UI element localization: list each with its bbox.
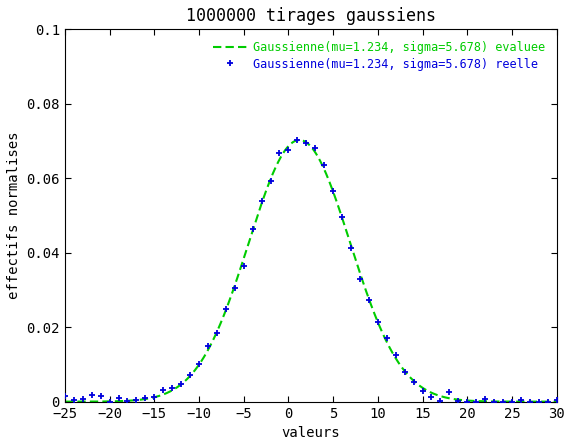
Gaussienne(mu=1.234, sigma=5.678) evaluee bbox=[271, 166, 278, 172]
Gaussienne(mu=1.234, sigma=5.678) evaluee bbox=[553, 399, 560, 405]
Gaussienne(mu=1.234, sigma=5.678) evaluee bbox=[61, 399, 68, 405]
Legend: Gaussienne(mu=1.234, sigma=5.678) evaluee, Gaussienne(mu=1.234, sigma=5.678) ree: Gaussienne(mu=1.234, sigma=5.678) evalue… bbox=[206, 35, 551, 76]
X-axis label: valeurs: valeurs bbox=[281, 426, 340, 440]
Gaussienne(mu=1.234, sigma=5.678) evaluee bbox=[117, 398, 124, 404]
Gaussienne(mu=1.234, sigma=5.678) reelle bbox=[401, 370, 408, 375]
Y-axis label: effectifs normalises: effectifs normalises bbox=[7, 132, 21, 299]
Gaussienne(mu=1.234, sigma=5.678) reelle bbox=[294, 137, 301, 143]
Gaussienne(mu=1.234, sigma=5.678) reelle bbox=[455, 399, 462, 404]
Gaussienne(mu=1.234, sigma=5.678) evaluee bbox=[544, 399, 551, 405]
Gaussienne(mu=1.234, sigma=5.678) evaluee bbox=[146, 396, 153, 401]
Title: 1000000 tirages gaussiens: 1000000 tirages gaussiens bbox=[186, 7, 436, 25]
Gaussienne(mu=1.234, sigma=5.678) reelle bbox=[70, 398, 77, 403]
Gaussienne(mu=1.234, sigma=5.678) evaluee bbox=[250, 225, 257, 231]
Gaussienne(mu=1.234, sigma=5.678) reelle bbox=[553, 398, 560, 403]
Gaussienne(mu=1.234, sigma=5.678) reelle bbox=[106, 399, 113, 405]
Line: Gaussienne(mu=1.234, sigma=5.678) reelle: Gaussienne(mu=1.234, sigma=5.678) reelle bbox=[61, 137, 560, 405]
Line: Gaussienne(mu=1.234, sigma=5.678) evaluee: Gaussienne(mu=1.234, sigma=5.678) evalue… bbox=[65, 140, 557, 402]
Gaussienne(mu=1.234, sigma=5.678) evaluee bbox=[296, 137, 303, 143]
Gaussienne(mu=1.234, sigma=5.678) reelle bbox=[383, 336, 390, 341]
Gaussienne(mu=1.234, sigma=5.678) reelle bbox=[356, 276, 363, 282]
Gaussienne(mu=1.234, sigma=5.678) reelle bbox=[61, 394, 68, 399]
Gaussienne(mu=1.234, sigma=5.678) reelle bbox=[249, 226, 256, 231]
Gaussienne(mu=1.234, sigma=5.678) evaluee bbox=[491, 399, 498, 404]
